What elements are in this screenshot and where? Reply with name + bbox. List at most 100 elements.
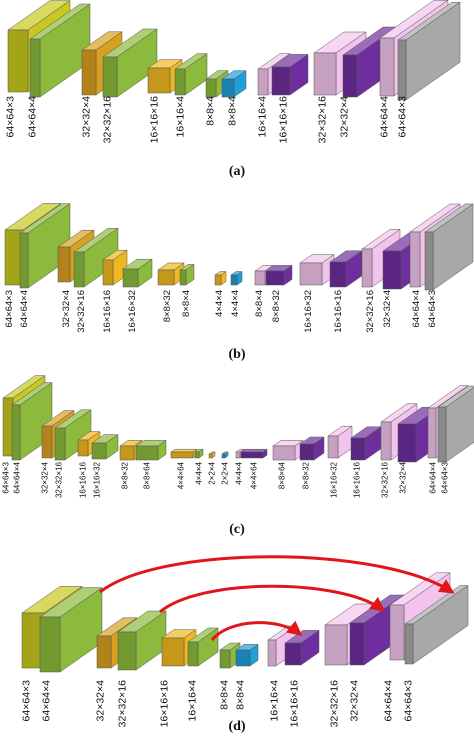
block-front — [147, 67, 171, 94]
skip-arrow — [99, 555, 455, 594]
block-front — [397, 39, 407, 101]
layer-label: 64×64×3 — [441, 461, 450, 493]
block-front — [382, 250, 402, 290]
skip-arrow — [159, 584, 386, 614]
block-front — [219, 649, 231, 669]
layer-label: 64×64×3 — [21, 680, 33, 722]
layer-block — [437, 385, 474, 463]
block-front — [254, 270, 266, 286]
block-front — [39, 616, 61, 673]
layer-block — [327, 425, 353, 459]
layer-label: 4×4×4 — [230, 290, 241, 317]
layer-label: 4×4×64 — [250, 461, 259, 489]
block-front — [194, 451, 200, 459]
block-front — [424, 231, 434, 291]
block-front — [73, 251, 85, 288]
layer-label: 64×64×3 — [427, 290, 438, 328]
layer-label: 4×4×64 — [177, 461, 186, 489]
block-front — [102, 56, 118, 98]
layer-label: 16×16×16 — [149, 96, 161, 143]
block-front — [179, 269, 187, 286]
layer-label: 16×16×16 — [353, 461, 362, 498]
block-front — [404, 623, 414, 665]
block-front — [349, 622, 365, 666]
layer-block — [102, 28, 158, 98]
layer-label: 16×16×16 — [79, 461, 88, 498]
layer-label: 32×32×4 — [61, 290, 72, 328]
layer-label: 32×32×16 — [317, 96, 329, 143]
layer-label: 8×8×4 — [181, 290, 192, 317]
layer-label: 8×8×4 — [235, 680, 247, 710]
block-top — [240, 448, 268, 453]
panel-caption: (b) — [228, 347, 245, 362]
block-front — [41, 425, 53, 459]
panel-caption: (c) — [229, 522, 245, 537]
block-front — [267, 639, 277, 667]
layer-block — [102, 249, 128, 286]
layer-label: 4×4×4 — [195, 461, 204, 484]
layer-block — [194, 448, 204, 459]
block-front — [235, 451, 241, 459]
layer-label: 16×16×4 — [269, 680, 281, 722]
layer-block — [404, 585, 469, 665]
labels: 64×64×3 64×64×4 32×32×4 32×32×16 16×16×16 16×… — [2, 96, 450, 734]
block-front — [91, 442, 107, 460]
layer-label: 32×32×16 — [55, 461, 64, 498]
block-front — [11, 404, 21, 461]
block-front — [187, 641, 199, 667]
layer-label: 16×16×4 — [257, 96, 269, 138]
layer-block — [284, 629, 320, 666]
block-front — [235, 649, 251, 667]
block-front — [96, 635, 112, 669]
layer-label: 8×8×4 — [219, 680, 231, 710]
layer-label: 64×64×4 — [379, 96, 391, 138]
layer-block — [221, 451, 229, 459]
block-front — [271, 66, 291, 96]
layer-block — [39, 587, 103, 673]
layer-label: 32×32×4 — [382, 290, 393, 328]
layer-label: 16×16×16 — [333, 290, 344, 333]
block-front — [205, 78, 217, 98]
block-front — [19, 232, 29, 289]
block-front — [221, 78, 235, 98]
layer-label: 32×32×16 — [329, 680, 341, 727]
layer-label: 32×32×4 — [81, 96, 93, 138]
layer-label: 64×64×4 — [19, 290, 30, 328]
block-front — [102, 259, 114, 286]
block-front — [313, 52, 337, 96]
layer-label: 16×16×4 — [175, 96, 187, 138]
layer-label: 16×16×16 — [102, 290, 113, 333]
block-front — [135, 445, 159, 461]
block-front — [327, 435, 339, 459]
panel-caption: (d) — [228, 719, 245, 734]
block-front — [117, 631, 137, 671]
layer-label: 16×16×32 — [93, 461, 102, 498]
layer-label: 16×16×16 — [289, 680, 301, 727]
layer-block — [19, 203, 71, 289]
layer-block — [350, 426, 382, 461]
layer-label: 64×64×4 — [13, 461, 22, 493]
layer-label: 64×64×4 — [41, 680, 53, 722]
layer-block — [91, 434, 119, 460]
block-front — [230, 274, 238, 286]
layer-label: 64×64×4 — [27, 96, 39, 138]
layer-block — [73, 227, 119, 288]
block-front — [409, 231, 421, 288]
block-front — [265, 270, 285, 286]
layer-block — [329, 250, 363, 288]
block-front — [122, 268, 139, 288]
block-front — [299, 262, 323, 286]
layer-block — [299, 436, 325, 461]
layer-block — [272, 439, 304, 461]
layer-label: 32×32×4 — [339, 96, 351, 138]
layer-label: 32×32×4 — [399, 461, 408, 493]
layer-label: 16×16×32 — [127, 290, 138, 333]
layer-label: 8×8×32 — [162, 290, 173, 322]
layer-block — [424, 203, 474, 291]
block-front — [157, 269, 175, 286]
layer-block — [299, 254, 335, 286]
layer-label: 8×8×4 — [227, 96, 239, 126]
layer-label: 4×4×4 — [235, 461, 244, 484]
block-front — [161, 637, 185, 667]
